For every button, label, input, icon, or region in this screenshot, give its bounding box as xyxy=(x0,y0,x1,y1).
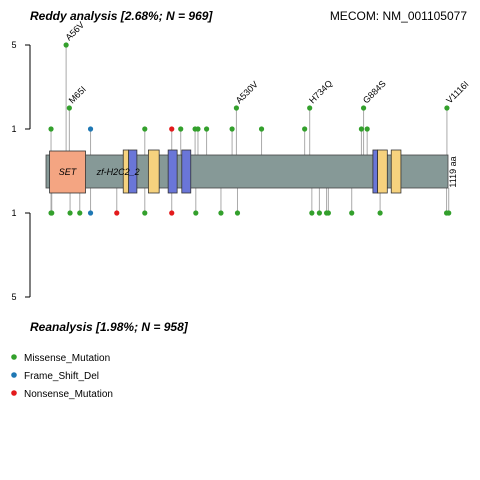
bottom-mutation-dot xyxy=(142,210,148,216)
top-mutation-dot xyxy=(203,126,210,132)
domain-3 xyxy=(147,149,160,194)
domain-7 xyxy=(377,149,388,194)
top-mutation-dot xyxy=(66,105,72,111)
bottom-title: Reanalysis [1.98%; N = 958] xyxy=(30,320,189,334)
bottom-mutation-dot xyxy=(349,210,355,216)
mutation-label: V1116I xyxy=(444,79,470,105)
top-mutation-dot xyxy=(195,126,201,132)
bottom-mutation-dot xyxy=(446,210,452,216)
zf-domain-label: zf-H2C2_2 xyxy=(96,167,140,177)
mutation-label: H734Q xyxy=(307,78,334,105)
legend-label-0: Missense_Mutation xyxy=(24,353,110,364)
bottom-mutation-dot xyxy=(309,210,315,216)
bottom-mutation-dot xyxy=(67,210,73,216)
domain-2 xyxy=(128,149,138,194)
bottom-mutation-dot xyxy=(193,210,199,216)
top-mutation-dot xyxy=(169,126,175,132)
bottom-mutation-dot xyxy=(325,210,331,216)
mutation-labels: A56V M65I A530V H734Q G884S V1116I xyxy=(63,20,470,106)
top-mutation-dot xyxy=(444,105,450,111)
top-mutation-dot xyxy=(258,126,265,132)
mutation-label: A56V xyxy=(63,20,86,43)
top-mutation-dot xyxy=(360,105,367,111)
top-title: Reddy analysis [2.68%; N = 969] xyxy=(30,9,213,23)
domain-4 xyxy=(167,149,178,194)
bottom-mutation-dot xyxy=(49,210,55,216)
domain-0 xyxy=(49,150,86,194)
domain-5 xyxy=(181,149,192,194)
mutation-label: A530V xyxy=(234,79,260,105)
legend-label-2: Nonsense_Mutation xyxy=(24,389,113,400)
domain-6 xyxy=(372,149,378,194)
top-mutation-dot xyxy=(302,126,308,132)
legend-dot-2 xyxy=(11,390,17,396)
legend-label-1: Frame_Shift_Del xyxy=(24,371,99,382)
top-mutation-dot xyxy=(233,105,240,111)
bottom-mutation-dot xyxy=(316,210,322,216)
legend-dot-1 xyxy=(11,372,17,378)
mutation-label: M65I xyxy=(67,84,88,105)
bottom-y-label-5: 5 xyxy=(11,292,16,302)
top-mutation-dot xyxy=(307,105,313,111)
bottom-y-label-1: 1 xyxy=(11,208,16,218)
domain-8 xyxy=(390,149,402,194)
bottom-mutation-dot xyxy=(377,210,383,216)
legend: Missense_Mutation Frame_Shift_Del Nonsense… xyxy=(11,353,113,400)
gene-label: MECOM: NM_001105077 xyxy=(330,9,468,23)
bottom-mutation-dot xyxy=(234,210,241,216)
bottom-mutation-dot xyxy=(169,210,175,216)
top-mutation-dot xyxy=(358,126,365,132)
top-y-label-5: 5 xyxy=(11,40,16,50)
top-mutation-dot xyxy=(229,126,235,132)
top-y-label-1: 1 xyxy=(11,124,16,134)
mutation-label: G884S xyxy=(361,79,388,106)
bottom-mutation-dot xyxy=(114,210,120,216)
top-mutation-dot xyxy=(48,126,54,132)
bottom-mutation-dot xyxy=(87,210,94,216)
top-mutation-dot xyxy=(87,126,94,132)
protein-domains: SET xyxy=(49,149,402,194)
bottom-mutation-dot xyxy=(218,210,224,216)
top-mutation-dot xyxy=(364,126,370,132)
protein-length-label: 1119 aa xyxy=(448,156,458,187)
lollipop-heads xyxy=(48,42,452,216)
legend-dot-0 xyxy=(11,354,17,360)
top-mutation-dot xyxy=(142,126,148,132)
bottom-mutation-dot xyxy=(77,210,83,216)
top-mutation-dot xyxy=(178,126,184,132)
domain-label-0: SET xyxy=(59,167,78,177)
top-mutation-dot xyxy=(63,42,69,48)
